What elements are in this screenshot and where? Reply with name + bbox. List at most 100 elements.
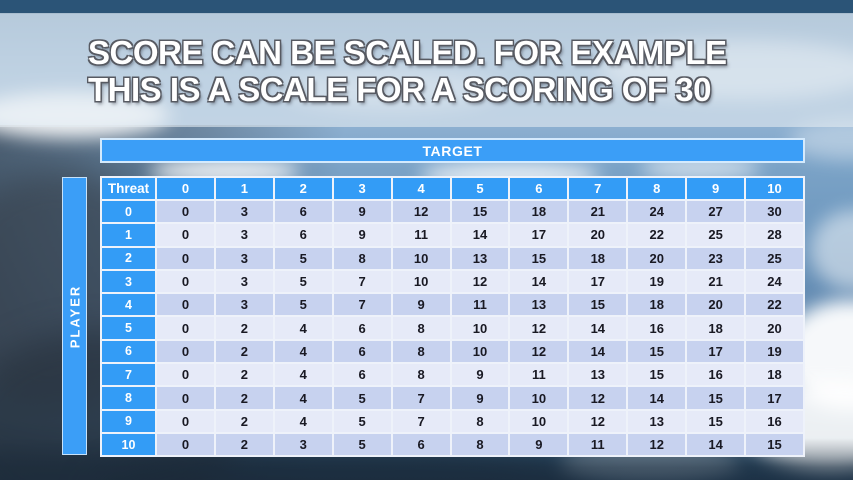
row-header-cell: 8 [102, 387, 155, 409]
table-row: 7 0 2 4 6 8 9 11 13 15 16 18 [102, 364, 803, 386]
row-header-cell: 9 [102, 410, 155, 432]
table-row: 1 0 3 6 9 11 14 17 20 22 25 28 [102, 224, 803, 246]
table-cell: 2 [215, 387, 273, 409]
table-cell: 12 [569, 387, 627, 409]
table-cell: 14 [569, 340, 627, 363]
table-cell: 12 [392, 201, 450, 223]
table-cell: 10 [392, 247, 450, 269]
table-cell: 2 [215, 364, 273, 386]
table-cell: 16 [687, 364, 745, 386]
row-header-cell: 0 [102, 201, 155, 223]
table-cell: 0 [157, 294, 214, 316]
row-header-cell: 10 [102, 433, 155, 456]
table-cell: 9 [510, 433, 568, 456]
table-cell: 3 [215, 224, 273, 246]
row-header-cell: 2 [102, 247, 155, 269]
table-cell: 3 [274, 433, 332, 456]
table-cell: 15 [628, 340, 686, 363]
table-cell: 5 [274, 247, 332, 269]
table-cell: 22 [746, 294, 803, 316]
table-cell: 0 [157, 317, 214, 339]
table-cell: 11 [510, 364, 568, 386]
table-cell: 16 [628, 317, 686, 339]
table-cell: 9 [333, 201, 391, 223]
table-cell: 6 [392, 433, 450, 456]
table-cell: 18 [746, 364, 803, 386]
table-cell: 9 [392, 294, 450, 316]
table-cell: 18 [687, 317, 745, 339]
threat-corner-cell: Threat [102, 178, 155, 199]
table-cell: 13 [628, 410, 686, 432]
column-header-cell: 7 [569, 178, 627, 199]
table-cell: 12 [628, 433, 686, 456]
table-cell: 14 [628, 387, 686, 409]
score-matrix-table: Threat 0 1 2 3 4 5 6 7 8 9 10 0 0 3 6 9 12 15 18 21 24 27 30 1… [100, 176, 805, 458]
table-row: 5 0 2 4 6 8 10 12 14 16 18 20 [102, 317, 803, 339]
table-row: 4 0 3 5 7 9 11 13 15 18 20 22 [102, 294, 803, 316]
table-cell: 17 [746, 387, 803, 409]
table-cell: 20 [746, 317, 803, 339]
table-cell: 12 [569, 410, 627, 432]
table-cell: 28 [746, 224, 803, 246]
table-cell: 8 [451, 410, 509, 432]
table-cell: 10 [510, 410, 568, 432]
table-cell: 2 [215, 317, 273, 339]
row-header-cell: 1 [102, 224, 155, 246]
table-cell: 15 [687, 410, 745, 432]
table-cell: 7 [333, 294, 391, 316]
table-cell: 13 [451, 247, 509, 269]
column-header-cell: 0 [157, 178, 214, 199]
table-cell: 10 [510, 387, 568, 409]
table-cell: 25 [687, 224, 745, 246]
player-header-bar: PLAYER [62, 177, 87, 455]
table-cell: 20 [687, 294, 745, 316]
title-band [0, 13, 853, 127]
column-header-cell: 8 [628, 178, 686, 199]
table-cell: 17 [510, 224, 568, 246]
table-cell: 12 [510, 340, 568, 363]
matrix-body: 0 0 3 6 9 12 15 18 21 24 27 30 1 0 3 6 9 11 14 17 20 22 25 28 2 0… [102, 201, 803, 456]
table-cell: 9 [451, 364, 509, 386]
table-cell: 6 [333, 317, 391, 339]
column-header-row: Threat 0 1 2 3 4 5 6 7 8 9 10 [102, 178, 803, 199]
table-cell: 0 [157, 364, 214, 386]
table-row: 0 0 3 6 9 12 15 18 21 24 27 30 [102, 201, 803, 223]
table-cell: 0 [157, 433, 214, 456]
table-cell: 17 [569, 270, 627, 293]
table-cell: 20 [569, 224, 627, 246]
row-header-cell: 6 [102, 340, 155, 363]
table-cell: 6 [333, 364, 391, 386]
table-cell: 5 [274, 294, 332, 316]
table-cell: 27 [687, 201, 745, 223]
table-cell: 3 [215, 201, 273, 223]
table-cell: 6 [333, 340, 391, 363]
table-cell: 10 [451, 317, 509, 339]
table-row: 10 0 2 3 5 6 8 9 11 12 14 15 [102, 433, 803, 456]
table-cell: 2 [215, 433, 273, 456]
table-cell: 30 [746, 201, 803, 223]
table-cell: 4 [274, 340, 332, 363]
table-cell: 14 [569, 317, 627, 339]
row-header-cell: 4 [102, 294, 155, 316]
table-cell: 4 [274, 410, 332, 432]
table-cell: 14 [451, 224, 509, 246]
column-header-cell: 4 [392, 178, 450, 199]
table-cell: 14 [687, 433, 745, 456]
column-header-cell: 10 [746, 178, 803, 199]
table-cell: 20 [628, 247, 686, 269]
table-cell: 25 [746, 247, 803, 269]
table-cell: 24 [746, 270, 803, 293]
column-header-cell: 1 [215, 178, 273, 199]
table-cell: 13 [569, 364, 627, 386]
column-header-cell: 2 [274, 178, 332, 199]
column-header-cell: 9 [687, 178, 745, 199]
table-cell: 0 [157, 201, 214, 223]
table-row: 9 0 2 4 5 7 8 10 12 13 15 16 [102, 410, 803, 432]
table-cell: 9 [451, 387, 509, 409]
table-cell: 4 [274, 387, 332, 409]
table-cell: 12 [510, 317, 568, 339]
table-cell: 2 [215, 340, 273, 363]
row-header-cell: 7 [102, 364, 155, 386]
column-header-cell: 6 [510, 178, 568, 199]
